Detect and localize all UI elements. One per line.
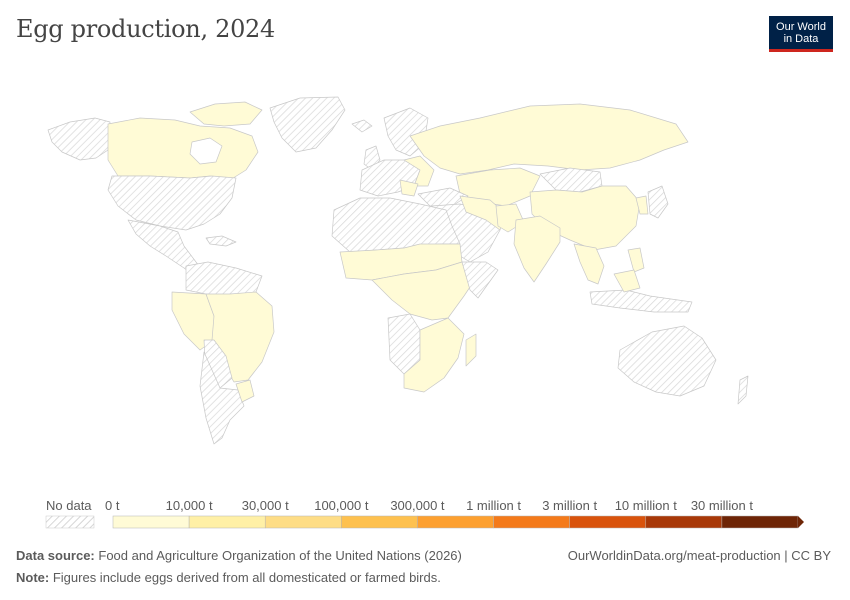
legend-bin-swatch [264, 515, 342, 529]
iran-region [459, 195, 507, 231]
alaska-region [47, 117, 111, 161]
legend-bin-label: 30 million t [691, 498, 754, 513]
legend-arrow-tip [798, 516, 804, 528]
caribbean-region [205, 235, 237, 247]
eastern-europe-region [403, 155, 435, 187]
legend-bin-swatch [569, 515, 647, 529]
legend-bin-swatch [417, 515, 494, 529]
legend-bin-swatch [493, 515, 570, 529]
legend-bin-swatch [341, 515, 418, 529]
usa-region [107, 175, 237, 231]
legend-no-data-label: No data [46, 498, 92, 513]
legend-no-data-swatch [45, 515, 95, 529]
chart-title: Egg production, 2024 [16, 15, 275, 43]
hudson-bay [189, 137, 223, 165]
uruguay-region [235, 379, 255, 403]
note-text: Figures include eggs derived from all do… [52, 570, 441, 585]
legend-bins: 0 t 10,000 t 30,000 t 100,000 t 300,000 t 1 m… [105, 498, 804, 529]
map-legend: No data 0 t 10,000 t 30,000 t 100,000 t 300,… [45, 498, 804, 529]
mongolia-region [539, 167, 603, 193]
arctic-islands-region [189, 101, 263, 127]
central-africa-region [371, 261, 477, 321]
indonesia-region [589, 289, 693, 313]
turkey-region [417, 187, 469, 207]
legend-bin-swatch [112, 515, 190, 529]
world-map [47, 96, 749, 445]
southern-cone-region [199, 351, 245, 445]
legend-bin-label: 10,000 t [166, 498, 213, 513]
legend-bin-swatch [645, 515, 723, 529]
legend-bin-label: 30,000 t [242, 498, 289, 513]
india-region [513, 215, 561, 283]
legend-bin-label: 300,000 t [390, 498, 445, 513]
credit-link[interactable]: OurWorldinData.org/meat-production | CC … [567, 548, 831, 563]
data-source-text: Food and Agriculture Organization of the… [98, 548, 462, 563]
balkans-region [399, 179, 419, 197]
greenland-region [269, 96, 346, 153]
southeast-asia-region [573, 243, 605, 285]
borneo-region [613, 269, 641, 293]
note-label: Note: [16, 570, 50, 585]
korea-region [635, 195, 649, 215]
new-zealand-region [737, 375, 749, 405]
southern-africa-region [403, 317, 465, 393]
legend-bin-swatch [721, 515, 799, 529]
owid-logo[interactable]: Our World in Data [769, 16, 833, 52]
logo-line-1: Our World [776, 21, 826, 33]
logo-line-2: in Data [783, 33, 819, 45]
australia-region [617, 325, 717, 397]
iceland-region [351, 119, 373, 133]
canada-region [107, 117, 259, 181]
philippines-region [627, 247, 645, 273]
madagascar-region [465, 333, 477, 367]
legend-bin-label: 10 million t [615, 498, 678, 513]
data-source-label: Data source: [16, 548, 95, 563]
legend-bin-label: 3 million t [542, 498, 597, 513]
horn-africa-region [461, 261, 499, 299]
legend-bin-swatch [188, 515, 266, 529]
colombia-venezuela-region [185, 261, 263, 297]
note-line: Note: Figures include eggs derived from … [16, 570, 441, 585]
russia-region [409, 103, 689, 175]
legend-bin-label: 100,000 t [314, 498, 369, 513]
legend-bin-label: 0 t [105, 498, 120, 513]
data-source-line: Data source: Food and Agriculture Organi… [16, 548, 462, 563]
legend-bin-label: 1 million t [466, 498, 521, 513]
japan-region [647, 185, 669, 219]
